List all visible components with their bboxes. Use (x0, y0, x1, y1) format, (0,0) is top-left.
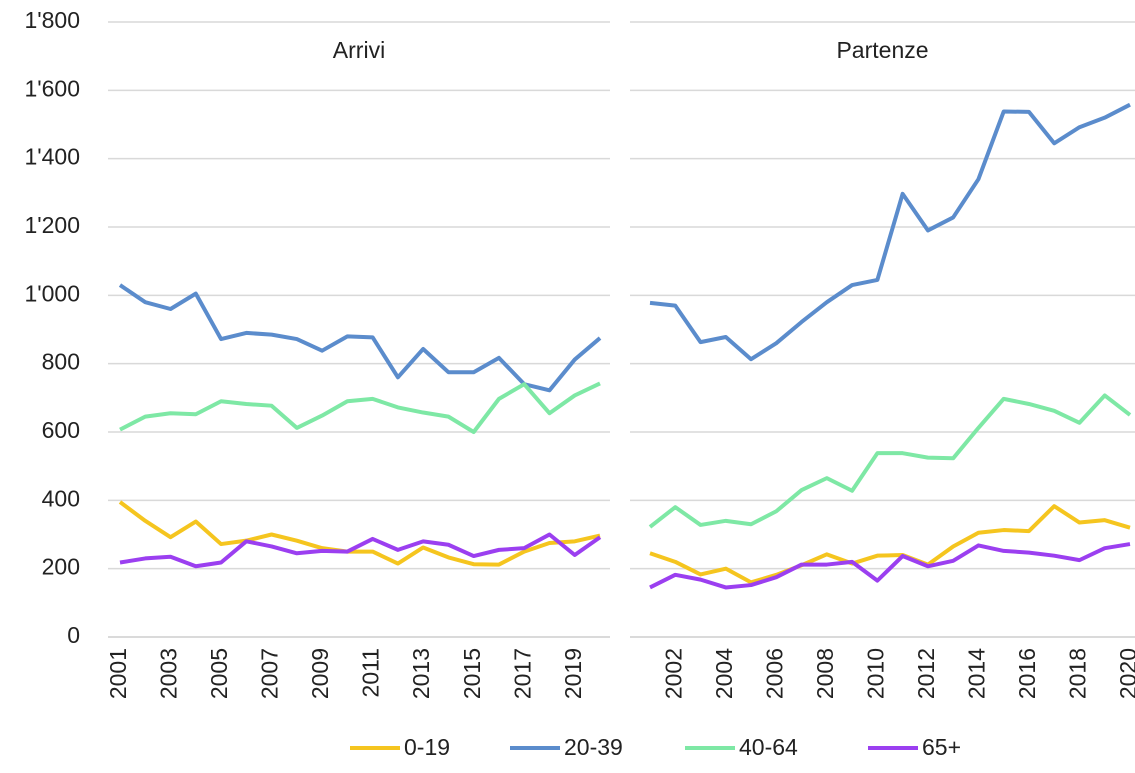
legend-label: 20-39 (564, 734, 623, 760)
legend-label: 0-19 (404, 734, 450, 760)
y-tick-label: 400 (42, 485, 80, 511)
series-line (649, 504, 1131, 585)
x-tick-label: 2019 (560, 648, 586, 699)
x-tick-label: 2006 (761, 648, 787, 699)
series-line (649, 542, 1131, 590)
series-line (119, 381, 601, 434)
series-line (118, 500, 601, 567)
x-tick-label: 2007 (257, 648, 283, 699)
y-tick-label: 0 (67, 622, 80, 648)
y-tick-label: 1'000 (24, 280, 80, 306)
x-tick-label: 2011 (358, 648, 384, 697)
y-tick-label: 200 (42, 554, 80, 580)
series-line (118, 283, 602, 393)
y-tick-label: 800 (42, 349, 80, 375)
panel-title: Arrivi (333, 37, 385, 63)
x-tick-label: 2008 (812, 648, 838, 699)
y-tick-label: 1'400 (24, 144, 80, 170)
x-tick-label: 2002 (660, 648, 686, 699)
y-tick-label: 1'200 (24, 212, 80, 238)
x-tick-label: 2003 (156, 648, 182, 699)
x-tick-label: 2005 (206, 648, 232, 699)
legend-label: 65+ (922, 734, 961, 760)
y-tick-label: 600 (42, 417, 80, 443)
series-line (649, 102, 1131, 362)
x-tick-label: 2020 (1115, 648, 1135, 699)
series-line (119, 532, 602, 569)
y-tick-label: 1'600 (24, 75, 80, 101)
x-tick-label: 2004 (711, 648, 737, 699)
y-tick-label: 1'800 (24, 7, 80, 33)
x-tick-label: 2014 (963, 648, 989, 699)
x-tick-label: 2009 (307, 648, 333, 699)
x-tick-label: 2010 (862, 648, 888, 699)
legend-label: 40-64 (739, 734, 798, 760)
x-tick-label: 2012 (913, 648, 939, 699)
panel-title: Partenze (836, 37, 928, 63)
series-line (648, 393, 1132, 529)
x-tick-label: 2016 (1014, 648, 1040, 699)
x-tick-label: 2013 (408, 648, 434, 699)
x-tick-label: 2017 (509, 648, 535, 699)
x-tick-label: 2018 (1065, 648, 1091, 699)
x-tick-label: 2001 (105, 648, 131, 699)
x-tick-label: 2015 (459, 648, 485, 699)
